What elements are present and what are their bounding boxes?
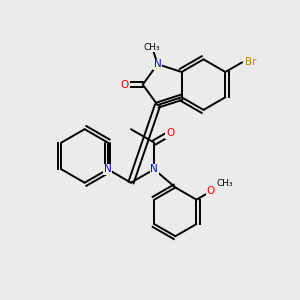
Text: N: N: [104, 164, 112, 174]
Text: Br: Br: [245, 57, 256, 67]
Text: O: O: [166, 128, 174, 138]
Text: CH₃: CH₃: [143, 43, 160, 52]
Text: O: O: [206, 187, 215, 196]
Text: N: N: [150, 164, 158, 174]
Text: N: N: [154, 59, 161, 69]
Text: O: O: [121, 80, 129, 90]
Text: CH₃: CH₃: [217, 179, 233, 188]
